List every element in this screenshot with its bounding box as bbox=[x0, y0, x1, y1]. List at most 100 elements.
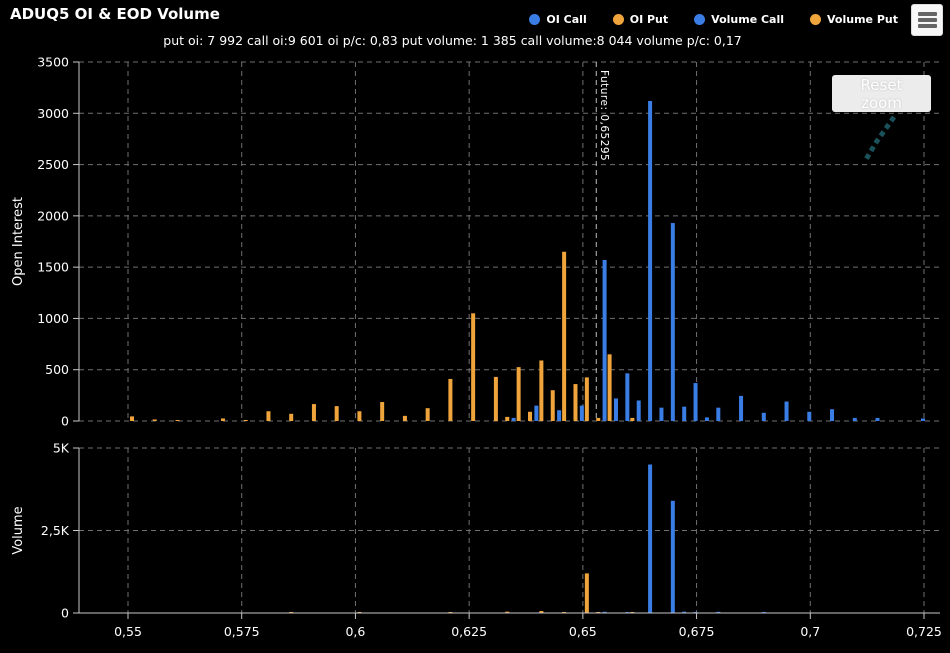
y-axis-title: Volume bbox=[11, 506, 26, 554]
bar-oi-put bbox=[471, 313, 476, 421]
legend-label: Volume Put bbox=[827, 13, 898, 26]
x-tick-label: 0,65 bbox=[569, 624, 597, 639]
legend-item-volume-call[interactable]: Volume Call bbox=[694, 13, 784, 26]
bar-oi-call bbox=[693, 383, 698, 421]
bar-oi-call bbox=[579, 405, 584, 421]
x-tick-label: 0,55 bbox=[114, 624, 142, 639]
bar-oi-call bbox=[716, 407, 721, 421]
legend-marker-icon bbox=[612, 14, 624, 25]
bar-oi-put bbox=[527, 411, 532, 421]
x-tick-label: 0,7 bbox=[800, 624, 820, 639]
bar-volume-call bbox=[602, 611, 607, 613]
bar-volume-call bbox=[682, 611, 687, 613]
bar-oi-call bbox=[704, 417, 709, 421]
bar-oi-put bbox=[630, 417, 635, 421]
bar-volume-put bbox=[584, 573, 589, 613]
legend-item-oi-put[interactable]: OI Put bbox=[612, 13, 669, 26]
bar-oi-call bbox=[659, 407, 664, 421]
x-tick-label: 0,625 bbox=[451, 624, 487, 639]
legend-label: OI Call bbox=[546, 13, 587, 26]
bar-volume-put bbox=[505, 611, 510, 613]
bar-volume-call bbox=[648, 464, 653, 613]
bar-volume-call bbox=[670, 500, 675, 613]
bar-oi-call bbox=[807, 411, 812, 421]
bar-oi-put bbox=[380, 402, 385, 421]
bar-oi-call bbox=[920, 418, 925, 421]
page-title: ADUQ5 OI & EOD Volume bbox=[10, 5, 220, 23]
y-tick-label: 500 bbox=[45, 362, 69, 377]
bar-oi-call bbox=[534, 405, 539, 421]
bar-oi-call bbox=[761, 412, 766, 421]
bar-oi-call bbox=[613, 398, 618, 421]
bar-oi-put bbox=[596, 417, 601, 421]
bar-oi-put bbox=[220, 418, 225, 421]
bar-oi-put bbox=[243, 419, 248, 421]
bar-oi-call bbox=[739, 395, 744, 421]
chart-subtitle-stats: put oi: 7 992 call oi:9 601 oi p/c: 0,83… bbox=[163, 33, 742, 48]
bar-oi-call bbox=[875, 417, 880, 421]
future-price-label: Future: 0,65295 bbox=[598, 70, 610, 162]
bar-oi-call bbox=[625, 373, 630, 421]
bar-oi-call bbox=[511, 417, 516, 421]
bar-oi-put bbox=[562, 251, 567, 421]
bar-oi-put bbox=[289, 413, 294, 421]
y-tick-label: 2500 bbox=[37, 157, 69, 172]
bar-oi-put bbox=[175, 419, 180, 421]
bar-oi-put bbox=[311, 404, 316, 421]
legend-item-oi-call[interactable]: OI Call bbox=[529, 13, 587, 26]
hamburger-bar bbox=[917, 12, 937, 16]
bar-oi-put bbox=[425, 408, 430, 421]
x-tick-label: 0,675 bbox=[679, 624, 715, 639]
y-tick-label: 5K bbox=[53, 441, 70, 456]
y-tick-label: 3500 bbox=[37, 55, 69, 70]
y-tick-label: 2,5K bbox=[41, 523, 70, 538]
bar-volume-call bbox=[716, 611, 721, 613]
reset-zoom-button[interactable]: Reset zoom bbox=[832, 75, 931, 112]
bar-oi-call bbox=[602, 259, 607, 421]
bar-oi-call bbox=[682, 406, 687, 421]
bar-oi-put bbox=[607, 354, 612, 421]
y-tick-label: 1000 bbox=[37, 311, 69, 326]
bar-oi-put bbox=[357, 411, 362, 421]
bar-oi-put bbox=[152, 419, 157, 421]
y-axis-title: Open Interest bbox=[11, 197, 26, 286]
legend-label: OI Put bbox=[629, 13, 669, 26]
bar-oi-put bbox=[266, 411, 271, 421]
hamburger-menu-icon[interactable] bbox=[911, 4, 943, 36]
bar-oi-put bbox=[550, 390, 555, 421]
x-tick-label: 0,575 bbox=[224, 624, 260, 639]
y-tick-label: 2000 bbox=[37, 208, 69, 223]
chart-legend: OI Call OI Put Volume Call Volume Put bbox=[529, 13, 898, 26]
bar-oi-put bbox=[516, 367, 521, 421]
bar-oi-call bbox=[648, 100, 653, 421]
legend-marker-icon bbox=[810, 14, 822, 25]
bar-oi-put bbox=[539, 360, 544, 421]
bar-oi-put bbox=[130, 416, 134, 421]
bar-oi-call bbox=[557, 410, 562, 421]
bar-oi-call bbox=[636, 400, 641, 421]
x-tick-label: 0,725 bbox=[906, 624, 942, 639]
hamburger-bar bbox=[917, 24, 937, 28]
legend-marker-icon bbox=[694, 14, 706, 25]
teal-squiggle-decoration bbox=[862, 115, 897, 163]
bar-oi-call bbox=[830, 409, 835, 421]
y-tick-label: 1500 bbox=[37, 260, 69, 275]
bar-oi-call bbox=[852, 417, 857, 421]
bar-oi-put bbox=[402, 415, 407, 421]
legend-label: Volume Call bbox=[711, 13, 785, 26]
bar-oi-put bbox=[505, 416, 510, 421]
bar-oi-put bbox=[573, 384, 578, 421]
legend-marker-icon bbox=[529, 14, 541, 25]
y-tick-label: 0 bbox=[61, 414, 69, 429]
hamburger-bar bbox=[917, 18, 937, 22]
bar-oi-call bbox=[670, 223, 675, 421]
legend-item-volume-put[interactable]: Volume Put bbox=[810, 13, 898, 26]
y-tick-label: 3000 bbox=[37, 106, 69, 121]
bar-volume-put bbox=[539, 611, 544, 613]
y-tick-label: 0 bbox=[61, 606, 69, 621]
bar-oi-put bbox=[584, 377, 589, 421]
bar-oi-call bbox=[784, 401, 789, 421]
bar-oi-put bbox=[334, 406, 339, 421]
